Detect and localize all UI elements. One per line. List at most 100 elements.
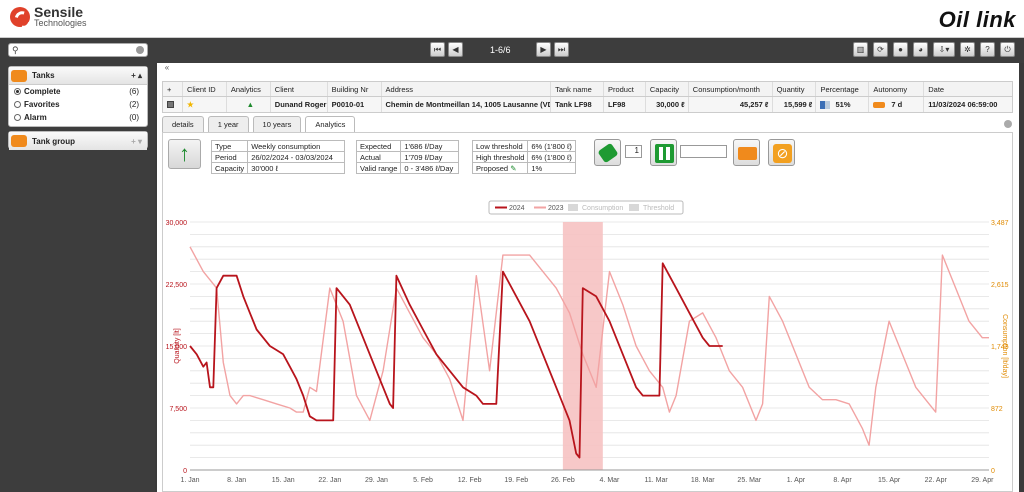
legend-label: 2023 — [548, 205, 564, 212]
type-value: Weekly consumption — [247, 140, 346, 152]
legend-label: 2024 — [509, 205, 525, 212]
trend-up-button-icon[interactable]: ↑ — [168, 139, 201, 169]
tab-1-year[interactable]: 1 year — [207, 116, 249, 132]
col-quantity[interactable]: Quantity — [773, 82, 817, 96]
tank-group-controls[interactable]: + ▾ — [131, 136, 142, 146]
pause-button-icon[interactable] — [650, 139, 677, 166]
wrench-small-icon: ✎ — [510, 163, 517, 173]
col-client-id[interactable]: Client ID — [183, 82, 227, 96]
toolbar: ⏮ ◀ 1-6/6 ▶ ⏭ ▥ ⟳ ● ◕ ⇩▾ ✲ ? ⏻ — [155, 38, 1024, 63]
company-subname: Technologies — [34, 18, 87, 28]
actual-value: 1'709 ℓ/Day — [400, 151, 460, 163]
row-checkbox[interactable] — [163, 97, 183, 112]
power-icon[interactable]: ⏻ — [1000, 42, 1015, 57]
table-row[interactable]: ★ ▲ Dunand Roger P0010-01 Chemin de Mont… — [162, 97, 1013, 113]
last-page-icon[interactable]: ⏭ — [554, 42, 569, 57]
cell-date: 11/03/2024 06:59:00 — [928, 100, 998, 109]
col-add[interactable]: + — [163, 82, 183, 96]
x-tick-label: 29. Apr — [971, 477, 994, 484]
level-bars-icon — [820, 100, 831, 109]
tank-group-icon — [11, 135, 27, 147]
y2-axis-label: Consumption [lt/day] — [1001, 314, 1008, 378]
collapse-panel-icon[interactable]: « — [164, 63, 170, 72]
help-icon[interactable]: ? — [980, 42, 995, 57]
disable-button-icon[interactable]: ⊘ — [768, 139, 795, 166]
refresh-icon[interactable]: ⟳ — [873, 42, 888, 57]
first-page-icon[interactable]: ⏮ — [430, 42, 445, 57]
export-dropdown-icon[interactable]: ⇩▾ — [933, 42, 955, 57]
next-page-icon[interactable]: ▶ — [536, 42, 551, 57]
filter-count: (0) — [129, 113, 139, 122]
quantity-chart: 30,000 22,500 15,000 7,500 0 3,487 2,615 1,743 8… — [166, 200, 1009, 484]
wrench-button-icon[interactable] — [594, 139, 621, 166]
toolbox-button-icon[interactable] — [733, 139, 760, 166]
x-tick-label: 15. Jan — [272, 477, 295, 484]
pie-chart-icon[interactable]: ◕ — [913, 42, 928, 57]
autonomy-value: 7 d — [891, 100, 903, 109]
y-tick-label: 15,000 — [166, 344, 188, 351]
radio-complete[interactable] — [14, 88, 21, 95]
settings-gear-icon[interactable]: ✲ — [960, 42, 975, 57]
col-address[interactable]: Address — [382, 82, 552, 96]
col-product[interactable]: Product — [604, 82, 646, 96]
col-analytics[interactable]: Analytics — [227, 82, 271, 96]
legend-swatch — [629, 204, 639, 211]
radio-favorites[interactable] — [14, 101, 21, 108]
legend-swatch — [568, 204, 578, 211]
expected-label: Expected — [355, 140, 402, 152]
search-input[interactable]: ⚲ — [8, 43, 148, 57]
threshold-info-table: Low threshold 6% (1'800 ℓ) High threshold… — [471, 140, 577, 174]
cell-quantity: 15,599 ℓ — [773, 97, 817, 112]
company-name: Sensile — [34, 4, 84, 20]
tab-analytics[interactable]: Analytics — [305, 116, 356, 132]
capacity-value: 30'000 ℓ — [247, 162, 346, 174]
tanks-title: Tanks — [32, 71, 55, 80]
col-building[interactable]: Building Nr — [328, 82, 382, 96]
threshold-stepper[interactable]: 1 — [625, 145, 642, 158]
tanks-panel-header[interactable]: Tanks + ▴ — [9, 67, 147, 85]
clear-search-icon[interactable] — [136, 46, 144, 54]
cell-autonomy: 7 d — [869, 97, 925, 112]
expected-value: 1'686 ℓ/Day — [400, 140, 460, 152]
filter-favorites[interactable]: Favorites (2) — [9, 98, 147, 111]
x-tick-label: 15. Apr — [878, 477, 901, 484]
y2-tick-label: 872 — [991, 406, 1003, 413]
col-tank-name[interactable]: Tank name — [551, 82, 604, 96]
y-axis-label: Quantity [lt] — [174, 328, 181, 363]
x-tick-label: 18. Mar — [691, 477, 715, 484]
col-date[interactable]: Date — [928, 84, 945, 94]
chart-view-icon[interactable]: ▥ — [853, 42, 868, 57]
col-consumption[interactable]: Consumption/month — [689, 82, 773, 96]
favorite-star-icon[interactable]: ★ — [183, 97, 227, 112]
legend-label: Consumption — [582, 205, 623, 212]
tanks-controls[interactable]: + ▴ — [131, 71, 142, 80]
map-pin-icon[interactable]: ● — [893, 42, 908, 57]
search-icon: ⚲ — [12, 45, 19, 55]
tank-group-header[interactable]: Tank group + ▾ — [9, 132, 147, 150]
period-value: 26/02/2024 - 03/03/2024 — [247, 151, 346, 163]
col-client[interactable]: Client — [271, 82, 328, 96]
company-logo: Sensile Technologies — [10, 5, 87, 28]
high-threshold-label: High threshold — [471, 151, 529, 163]
low-threshold-label: Low threshold — [471, 140, 529, 152]
legend-label: Threshold — [643, 205, 674, 212]
col-autonomy[interactable]: Autonomy — [869, 82, 925, 96]
col-percentage[interactable]: Percentage — [816, 82, 870, 96]
proposed-label: Proposed — [476, 163, 509, 173]
x-tick-label: 12. Feb — [458, 477, 482, 484]
radio-alarm[interactable] — [14, 114, 21, 121]
tab-details[interactable]: details — [162, 116, 204, 132]
filter-alarm[interactable]: Alarm (0) — [9, 111, 147, 124]
pause-date-input[interactable] — [680, 145, 727, 158]
filter-complete[interactable]: Complete (6) — [9, 85, 147, 98]
main-content: « + Client ID Analytics Client Building … — [157, 63, 1019, 492]
chart-series — [189, 246, 989, 459]
trend-up-icon[interactable]: ▲ — [227, 97, 271, 112]
col-capacity[interactable]: Capacity — [646, 82, 689, 96]
tank-group-panel: Tank group + ▾ — [8, 131, 148, 150]
tank-icon — [11, 69, 27, 82]
close-tab-icon[interactable] — [1004, 120, 1012, 128]
tab-10-years[interactable]: 10 years — [252, 116, 302, 132]
product-brand: Oil link — [938, 7, 1016, 32]
prev-page-icon[interactable]: ◀ — [448, 42, 463, 57]
